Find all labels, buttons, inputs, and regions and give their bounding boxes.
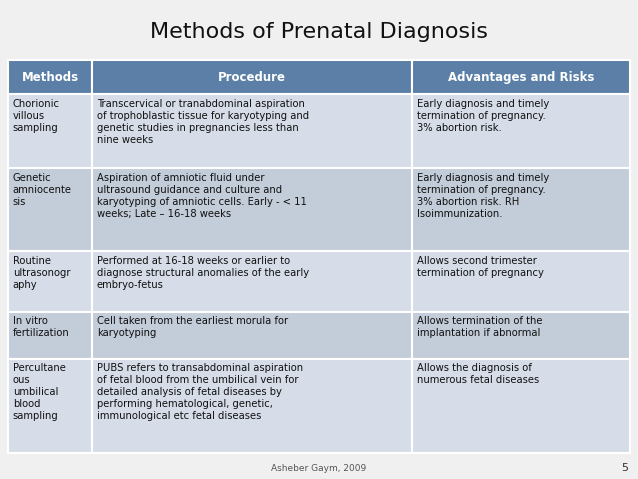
Text: Performed at 16-18 weeks or earlier to
diagnose structural anomalies of the earl: Performed at 16-18 weeks or earlier to d… (96, 256, 309, 290)
Bar (92, 168, 412, 251)
Bar (8, 359, 92, 453)
Bar (8, 311, 92, 359)
Text: Routine
ultrasonogr
aphy: Routine ultrasonogr aphy (13, 256, 70, 290)
Text: Advantages and Risks: Advantages and Risks (448, 70, 594, 84)
Bar (412, 94, 630, 168)
Bar (92, 94, 412, 168)
Text: Methods: Methods (22, 70, 79, 84)
Text: 5: 5 (621, 464, 628, 473)
Text: Procedure: Procedure (218, 70, 286, 84)
Text: Allows the diagnosis of
numerous fetal diseases: Allows the diagnosis of numerous fetal d… (417, 364, 539, 386)
Bar (92, 60, 412, 94)
Text: Early diagnosis and timely
termination of pregnancy.
3% abortion risk. RH
Isoimm: Early diagnosis and timely termination o… (417, 173, 549, 219)
Bar (412, 168, 630, 251)
Text: In vitro
fertilization: In vitro fertilization (13, 316, 70, 338)
Text: Chorionic
villous
sampling: Chorionic villous sampling (13, 99, 60, 133)
Text: Genetic
amniocente
sis: Genetic amniocente sis (13, 173, 71, 207)
Text: Allows second trimester
termination of pregnancy: Allows second trimester termination of p… (417, 256, 544, 278)
Text: Cell taken from the earliest morula for
karyotyping: Cell taken from the earliest morula for … (96, 316, 288, 338)
Bar (92, 251, 412, 311)
Text: Allows termination of the
implantation if abnormal: Allows termination of the implantation i… (417, 316, 542, 338)
Text: Early diagnosis and timely
termination of pregnancy.
3% abortion risk.: Early diagnosis and timely termination o… (417, 99, 549, 133)
Bar (92, 311, 412, 359)
Bar (8, 168, 92, 251)
Bar (412, 311, 630, 359)
Bar (412, 60, 630, 94)
Bar (8, 94, 92, 168)
Text: Asheber Gaym, 2009: Asheber Gaym, 2009 (271, 464, 367, 473)
Text: Aspiration of amniotic fluid under
ultrasound guidance and culture and
karyotypi: Aspiration of amniotic fluid under ultra… (96, 173, 306, 219)
Bar (8, 251, 92, 311)
Bar (8, 60, 92, 94)
Bar (412, 359, 630, 453)
Bar (92, 359, 412, 453)
Text: Methods of Prenatal Diagnosis: Methods of Prenatal Diagnosis (150, 22, 488, 42)
Text: PUBS refers to transabdominal aspiration
of fetal blood from the umbilical vein : PUBS refers to transabdominal aspiration… (96, 364, 303, 422)
Text: Percultane
ous
umbilical
blood
sampling: Percultane ous umbilical blood sampling (13, 364, 66, 422)
Text: Transcervical or tranabdominal aspiration
of trophoblastic tissue for karyotypin: Transcervical or tranabdominal aspiratio… (96, 99, 309, 145)
Bar (412, 251, 630, 311)
